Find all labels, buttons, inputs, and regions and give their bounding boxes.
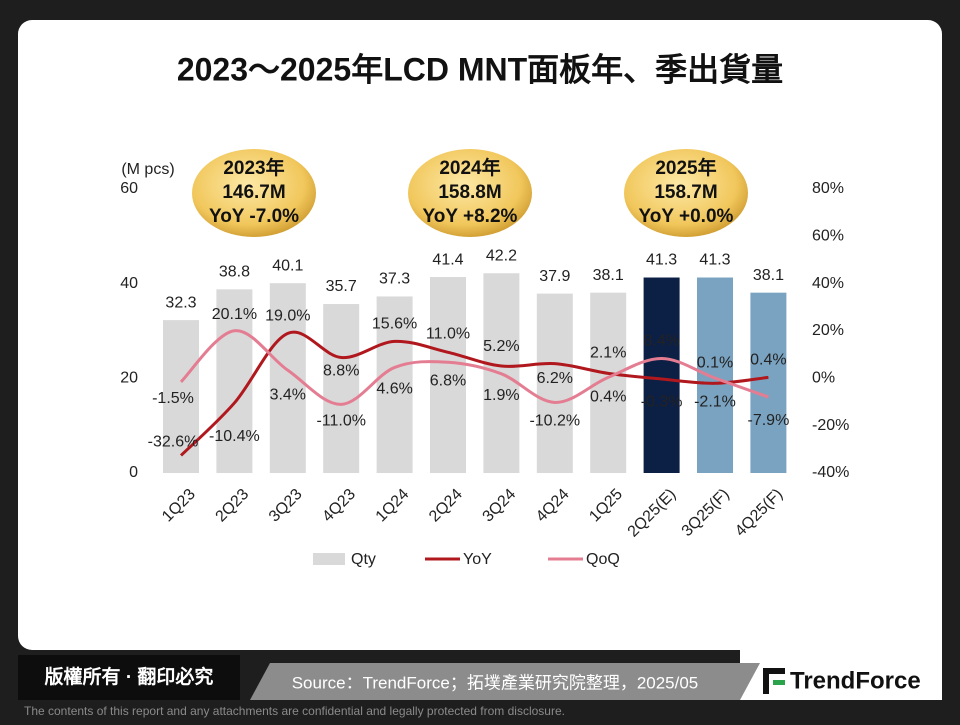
line-label: -2.1% <box>694 394 736 411</box>
bar <box>430 277 466 473</box>
annotation-text: 158.7M <box>654 182 717 203</box>
y-axis-label: (M pcs) <box>121 161 174 178</box>
bar-label: 32.3 <box>165 294 196 311</box>
y2-tick-label: -20% <box>812 417 849 434</box>
line-label: 0.4% <box>590 389 626 406</box>
bar-label: 38.1 <box>593 267 624 284</box>
logo-icon <box>763 668 785 694</box>
bar-label: 42.2 <box>486 247 517 264</box>
bar-label: 41.3 <box>699 252 730 269</box>
y2-tick-label: 80% <box>812 180 844 197</box>
bar-label: 41.4 <box>432 251 463 268</box>
bar <box>750 292 787 473</box>
line-label: 11.0% <box>426 326 470 343</box>
line-label: 2.1% <box>590 345 626 362</box>
y-tick-label: 40 <box>120 275 138 292</box>
y-tick-label: 20 <box>120 370 138 387</box>
line-label: 0.4% <box>750 352 786 369</box>
bar <box>536 293 573 473</box>
line-label: 8.4% <box>643 333 679 350</box>
annotation-text: 2023年 <box>223 156 284 179</box>
bar-label: 41.3 <box>646 252 677 269</box>
bar <box>376 296 413 473</box>
bar-label: 40.1 <box>272 257 303 274</box>
annotation-text: 158.8M <box>438 182 501 203</box>
line-label: 5.2% <box>483 338 519 355</box>
annotation-bubble <box>192 149 316 237</box>
line <box>179 330 769 457</box>
y2-tick-label: 60% <box>812 228 844 245</box>
legend-label: QoQ <box>586 551 620 568</box>
annotation-text: YoY +8.2% <box>423 206 518 227</box>
bar-label: 35.7 <box>326 278 357 295</box>
annotation-bubble <box>624 149 748 237</box>
rights: 版權所有 · 翻印必究 <box>45 665 214 688</box>
y2-tick-label: 40% <box>812 275 844 292</box>
chart-title: 2023～2025年LCD MNT面板年、季出貨量 <box>177 51 783 87</box>
line-label: -7.9% <box>748 412 790 429</box>
bar <box>163 320 199 473</box>
y-tick-label: 60 <box>120 180 138 197</box>
annotation-text: YoY +0.0% <box>639 206 734 227</box>
line-label: -11.0% <box>316 413 366 430</box>
line-label: -10.4% <box>209 428 260 445</box>
legend-label: YoY <box>463 551 492 568</box>
y2-tick-label: -40% <box>812 464 849 481</box>
annotation-text: 2025年 <box>655 156 716 179</box>
source: Source：TrendForce；拓墣產業研究院整理，2025/05 <box>292 673 699 692</box>
line-label: 1.9% <box>483 387 519 404</box>
line-label: 6.2% <box>537 370 573 387</box>
source-bar <box>250 663 760 700</box>
line-label: 20.1% <box>212 306 257 323</box>
annotation-text: 2024年 <box>439 156 500 179</box>
bar <box>216 289 253 473</box>
bar-label: 38.8 <box>219 264 250 281</box>
line-label: -10.2% <box>529 413 580 430</box>
legend-swatch <box>313 553 345 565</box>
annotation-text: YoY -7.0% <box>209 206 299 227</box>
line-label: 0.1% <box>697 354 733 371</box>
rights-box <box>18 655 240 700</box>
bar <box>643 277 680 473</box>
y2-tick-label: 20% <box>812 322 844 339</box>
line <box>179 329 769 406</box>
bar <box>323 304 360 473</box>
annotation-bubble <box>408 149 532 237</box>
line-label: 19.0% <box>265 308 310 325</box>
y2-tick-label: 0% <box>812 370 835 387</box>
bar-label: 37.9 <box>539 268 570 285</box>
bar <box>697 277 733 473</box>
y-tick-label: 0 <box>129 464 138 481</box>
line-label: 6.8% <box>430 372 466 389</box>
line-label: 8.8% <box>323 363 359 380</box>
line-label: -32.6% <box>148 434 199 451</box>
bar-label: 37.3 <box>379 271 410 288</box>
disclaimer: The contents of this report and any atta… <box>24 704 565 718</box>
line-label: 15.6% <box>372 316 417 333</box>
legend-label: Qty <box>351 551 376 568</box>
line-label: -1.5% <box>152 390 194 407</box>
line-label: 3.4% <box>270 387 306 404</box>
annotation-text: 146.7M <box>222 182 285 203</box>
line-label: 4.6% <box>376 381 412 398</box>
bar-label: 38.1 <box>753 267 784 284</box>
line-label: -0.3% <box>641 393 683 410</box>
logo: TrendForce <box>790 667 921 694</box>
logo-panel <box>740 636 942 700</box>
